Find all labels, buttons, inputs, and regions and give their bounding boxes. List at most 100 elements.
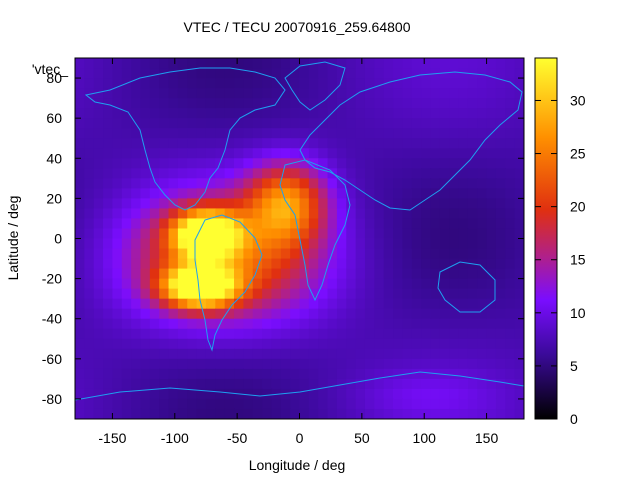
heatmap-cell	[327, 88, 338, 99]
heatmap-cell	[346, 328, 357, 340]
heatmap-cell	[177, 218, 188, 230]
heatmap-cell	[205, 328, 216, 340]
heatmap-cell	[215, 148, 226, 159]
heatmap-cell	[93, 158, 104, 169]
heatmap-cell	[271, 108, 282, 119]
heatmap-cell	[262, 198, 273, 210]
x-tick-label: -100	[161, 430, 189, 446]
heatmap-cell	[121, 108, 132, 119]
heatmap-cell	[421, 88, 432, 99]
heatmap-cell	[84, 288, 95, 300]
heatmap-cell	[140, 358, 151, 370]
heatmap-cell	[346, 68, 357, 79]
heatmap-cell	[103, 248, 114, 260]
heatmap-cell	[196, 228, 207, 240]
heatmap-cell	[439, 168, 450, 179]
heatmap-cell	[393, 378, 403, 390]
heatmap-cell	[458, 148, 469, 159]
heatmap-cell	[477, 288, 488, 300]
heatmap-cell	[374, 158, 385, 169]
heatmap-cell	[75, 258, 85, 270]
heatmap-cell	[93, 258, 104, 270]
heatmap-cell	[505, 218, 516, 230]
heatmap-cell	[318, 348, 329, 360]
heatmap-cell	[439, 208, 450, 220]
heatmap-cell	[430, 98, 441, 109]
heatmap-cell	[402, 238, 413, 250]
heatmap-cell	[168, 58, 179, 69]
heatmap-cell	[355, 398, 366, 410]
heatmap-cell	[467, 128, 478, 139]
heatmap-cell	[196, 338, 207, 350]
heatmap-cell	[121, 228, 132, 240]
heatmap-cell	[271, 408, 282, 419]
heatmap-cell	[393, 268, 403, 280]
y-tick-label: 60	[46, 110, 62, 126]
heatmap-cell	[112, 268, 123, 280]
heatmap-cell	[514, 398, 524, 410]
heatmap-cell	[131, 408, 142, 419]
heatmap-cell	[336, 248, 347, 260]
heatmap-cell	[243, 258, 254, 270]
heatmap-cell	[93, 388, 104, 400]
heatmap-cell	[402, 208, 413, 220]
heatmap-cell	[505, 228, 516, 240]
heatmap-cell	[224, 408, 235, 419]
heatmap-cell	[93, 58, 104, 69]
heatmap-cell	[262, 348, 273, 360]
heatmap-cell	[168, 358, 179, 370]
heatmap-cell	[168, 368, 179, 380]
heatmap-cell	[374, 388, 385, 400]
heatmap-cell	[495, 148, 506, 159]
heatmap-cell	[364, 168, 375, 179]
heatmap-cell	[449, 228, 460, 240]
heatmap-cell	[318, 338, 329, 350]
heatmap-cell	[505, 168, 516, 179]
heatmap-cell	[364, 88, 375, 99]
heatmap-cell	[449, 328, 460, 340]
heatmap-cell	[374, 318, 385, 330]
heatmap-cell	[252, 128, 263, 139]
heatmap-cell	[140, 338, 151, 350]
heatmap-cell	[495, 68, 506, 79]
heatmap-cell	[177, 308, 188, 320]
heatmap-cell	[346, 98, 357, 109]
heatmap-cell	[355, 378, 366, 390]
heatmap-cell	[505, 348, 516, 360]
heatmap-cell	[495, 168, 506, 179]
heatmap-cell	[93, 168, 104, 179]
heatmap-cell	[280, 308, 291, 320]
heatmap-cell	[290, 258, 301, 270]
heatmap-cell	[140, 398, 151, 410]
heatmap-cell	[383, 148, 394, 159]
heatmap-cell	[149, 298, 160, 310]
heatmap-cell	[486, 408, 497, 419]
heatmap-cell	[280, 188, 291, 199]
heatmap-cell	[308, 198, 319, 210]
heatmap-cell	[439, 158, 450, 169]
heatmap-cell	[421, 228, 432, 240]
heatmap-cell	[318, 388, 329, 400]
heatmap-cell	[374, 408, 385, 419]
heatmap-cell	[364, 268, 375, 280]
heatmap-cell	[103, 378, 114, 390]
heatmap-cell	[449, 138, 460, 149]
heatmap-cell	[346, 248, 357, 260]
heatmap-cell	[411, 168, 422, 179]
heatmap-cell	[439, 138, 450, 149]
heatmap-cell	[243, 398, 254, 410]
heatmap-cell	[458, 208, 469, 220]
heatmap-cell	[112, 388, 123, 400]
heatmap-cell	[84, 148, 95, 159]
heatmap-cell	[308, 288, 319, 300]
heatmap-cell	[486, 78, 497, 89]
heatmap-cell	[299, 388, 310, 400]
heatmap-cell	[421, 318, 432, 330]
heatmap-cell	[411, 128, 422, 139]
heatmap-cell	[103, 288, 114, 300]
heatmap-cell	[355, 348, 366, 360]
heatmap-cell	[477, 108, 488, 119]
heatmap-cell	[514, 278, 524, 290]
heatmap-cell	[187, 288, 198, 300]
heatmap-cell	[280, 328, 291, 340]
